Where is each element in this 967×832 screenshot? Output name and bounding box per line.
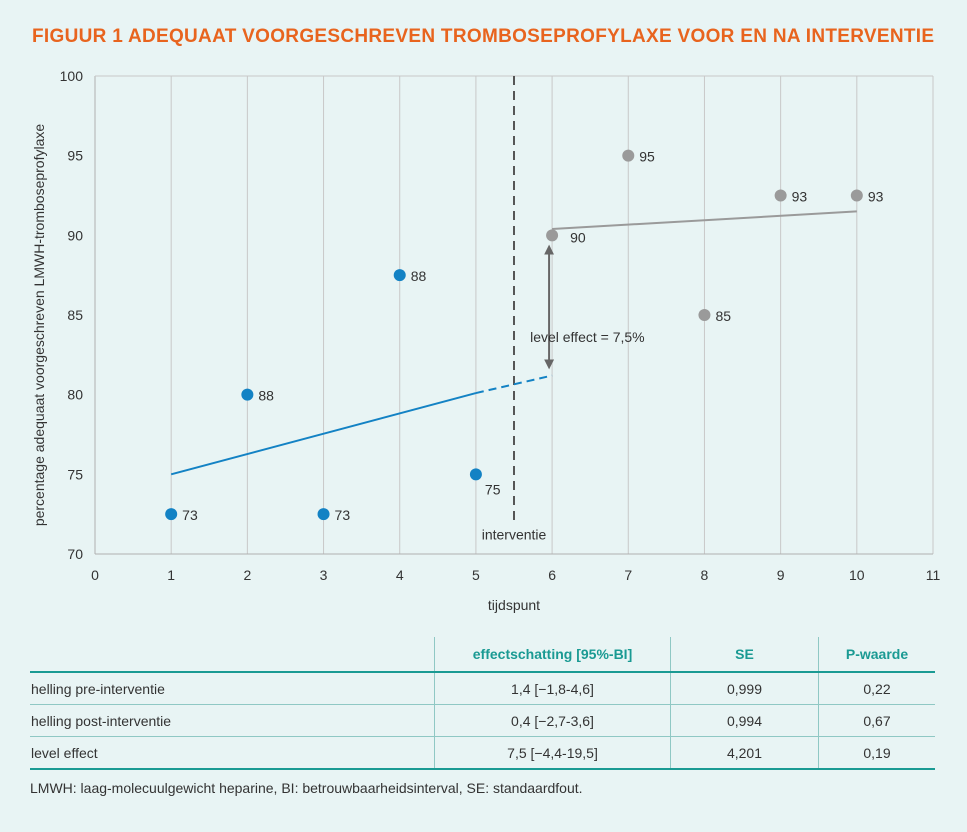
table-header-blank: [30, 637, 435, 673]
footnote: LMWH: laag-molecuulgewicht heparine, BI:…: [30, 780, 583, 796]
x-tick-label: 2: [243, 567, 251, 583]
table-cell-p: 0,22: [818, 672, 935, 705]
table-cell-p: 0,67: [818, 704, 935, 737]
post-data-point: [850, 189, 863, 202]
table-row: helling pre-interventie 1,4 [−1,8-4,6] 0…: [30, 672, 935, 705]
pre-point-label: 88: [258, 388, 274, 404]
y-tick-label: 70: [67, 546, 83, 562]
y-tick-label: 100: [60, 68, 84, 84]
x-tick-label: 1: [167, 567, 175, 583]
table-header-row: effectschatting [95%-BI] SE P-waarde: [30, 637, 935, 673]
pre-point-label: 73: [182, 507, 198, 523]
y-tick-label: 80: [67, 387, 83, 403]
pre-data-point: [393, 269, 406, 282]
pre-point-label: 75: [485, 481, 501, 497]
chart: 0 1 2 3 4 5 6 7 8 9 10 11 70 75 80 85 90 95 100 interventi…: [31, 68, 941, 613]
intervention-label: interventie: [482, 527, 547, 543]
post-trend-line: [552, 210, 857, 230]
y-tick-label: 95: [67, 148, 83, 164]
table-cell-se: 0,994: [670, 704, 819, 737]
x-tick-label: 0: [91, 567, 99, 583]
grid: [170, 76, 934, 554]
table-cell-se: 0,999: [670, 672, 819, 705]
post-point-label: 93: [868, 189, 884, 205]
post-data-point: [774, 189, 787, 202]
y-tick-label: 85: [67, 307, 83, 323]
table-cell-estimate: 1,4 [−1,8-4,6]: [434, 672, 671, 705]
pre-trend-line: [170, 392, 477, 476]
results-table-wrap: effectschatting [95%-BI] SE P-waarde hel…: [30, 637, 935, 770]
y-axis-label: percentage adequaat voorgeschreven LMWH-…: [31, 124, 47, 527]
pre-projection-line: [475, 374, 553, 395]
pre-data-point: [317, 508, 330, 521]
x-tick-label: 10: [849, 567, 865, 583]
axes: 0 1 2 3 4 5 6 7 8 9 10 11 70 75 80 85 90 95 100: [60, 68, 941, 583]
pre-data-point: [469, 468, 482, 481]
pre-point-label: 73: [335, 507, 351, 523]
x-tick-label: 4: [396, 567, 404, 583]
x-tick-label: 7: [624, 567, 632, 583]
pre-point-label: 88: [411, 268, 427, 284]
post-point-label: 95: [639, 149, 655, 165]
y-tick-label: 90: [67, 227, 83, 243]
table-cell-se: 4,201: [670, 736, 819, 770]
data-points: 73 88 73 88 75 90 95 85 93 93: [165, 149, 884, 523]
results-table: effectschatting [95%-BI] SE P-waarde hel…: [30, 637, 935, 770]
table-cell-estimate: 0,4 [−2,7-3,6]: [434, 704, 671, 737]
table-cell-estimate: 7,5 [−4,4-19,5]: [434, 736, 671, 770]
post-point-label: 93: [792, 189, 808, 205]
x-tick-label: 9: [777, 567, 785, 583]
pre-data-point: [165, 508, 178, 521]
y-tick-label: 75: [67, 466, 83, 482]
table-row: helling post-interventie 0,4 [−2,7-3,6] …: [30, 704, 935, 737]
table-row: level effect 7,5 [−4,4-19,5] 4,201 0,19: [30, 736, 935, 770]
table-cell-p: 0,19: [818, 736, 935, 770]
post-point-label: 90: [570, 229, 586, 245]
table-header-estimate: effectschatting [95%-BI]: [434, 637, 671, 673]
trend-lines: interventie level effect = 7,5%: [170, 76, 857, 543]
figure-title: FIGUUR 1 ADEQUAAT VOORGESCHREVEN TROMBOS…: [32, 26, 935, 47]
table-cell-label: helling post-interventie: [30, 704, 435, 737]
table-cell-label: level effect: [30, 736, 435, 770]
table-header-p: P-waarde: [818, 637, 935, 673]
level-effect-label: level effect = 7,5%: [530, 329, 645, 345]
x-tick-label: 3: [320, 567, 328, 583]
post-point-label: 85: [715, 308, 731, 324]
x-tick-label: 6: [548, 567, 556, 583]
pre-data-point: [241, 388, 254, 401]
table-cell-label: helling pre-interventie: [30, 672, 435, 705]
x-tick-label: 5: [472, 567, 480, 583]
x-tick-label: 11: [926, 567, 941, 583]
x-axis-label: tijdspunt: [488, 597, 540, 613]
post-data-point: [622, 149, 635, 162]
post-data-point: [698, 309, 711, 321]
post-data-point: [546, 229, 559, 242]
table-header-se: SE: [670, 637, 819, 673]
x-tick-label: 8: [701, 567, 709, 583]
